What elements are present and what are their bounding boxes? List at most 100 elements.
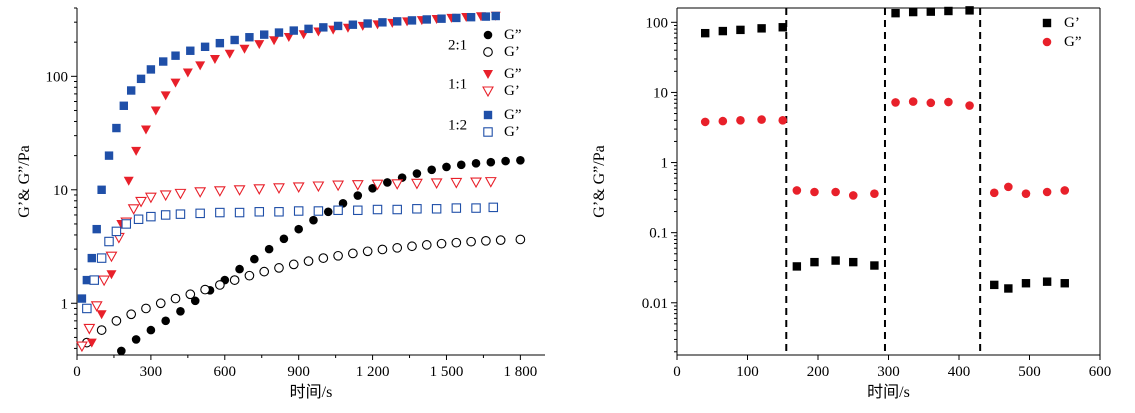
data-point bbox=[348, 20, 358, 29]
x-tick-label: 600 bbox=[1089, 364, 1112, 380]
data-point bbox=[1042, 277, 1052, 286]
data-point bbox=[97, 185, 106, 194]
x-axis-label: 时间/s bbox=[867, 383, 910, 401]
data-point bbox=[309, 215, 318, 225]
data-point bbox=[160, 91, 171, 101]
data-point bbox=[215, 38, 225, 48]
data-point bbox=[332, 180, 345, 192]
data-point bbox=[908, 7, 918, 17]
legend-marker bbox=[482, 86, 494, 98]
legend-series-label: G’ bbox=[504, 124, 520, 140]
data-point bbox=[486, 157, 496, 167]
data-point bbox=[778, 116, 788, 125]
data-point bbox=[437, 14, 446, 23]
data-point bbox=[294, 224, 303, 234]
data-point bbox=[736, 25, 745, 35]
data-point bbox=[1021, 189, 1031, 198]
data-point bbox=[736, 116, 745, 125]
data-point bbox=[718, 26, 728, 36]
data-point bbox=[371, 179, 384, 191]
data-point bbox=[372, 204, 383, 215]
data-point bbox=[870, 261, 879, 270]
data-point bbox=[260, 30, 269, 39]
data-point bbox=[274, 263, 284, 273]
data-point bbox=[757, 24, 766, 33]
data-point bbox=[466, 236, 476, 247]
data-point bbox=[362, 246, 373, 257]
data-point bbox=[159, 57, 168, 66]
data-point bbox=[778, 23, 787, 32]
y-tick-label: 1 bbox=[61, 296, 69, 312]
data-point bbox=[323, 207, 333, 217]
data-point bbox=[150, 106, 161, 116]
data-point bbox=[121, 219, 132, 229]
legend-marker bbox=[483, 70, 493, 79]
data-point bbox=[944, 6, 953, 16]
data-point bbox=[989, 188, 999, 198]
data-point bbox=[112, 123, 121, 133]
data-point bbox=[289, 26, 298, 35]
data-point bbox=[254, 40, 265, 50]
data-point bbox=[891, 8, 900, 18]
data-point bbox=[870, 189, 879, 198]
data-point bbox=[200, 42, 210, 52]
legend-marker bbox=[483, 127, 493, 137]
data-point bbox=[378, 18, 387, 27]
data-point bbox=[279, 234, 289, 244]
data-point bbox=[412, 169, 422, 178]
data-point bbox=[292, 182, 305, 194]
data-point bbox=[274, 28, 284, 37]
data-point bbox=[213, 186, 226, 197]
data-point bbox=[235, 264, 244, 274]
data-point bbox=[274, 207, 284, 217]
data-point bbox=[452, 13, 461, 23]
data-point bbox=[990, 280, 999, 290]
legend-marker bbox=[1042, 18, 1052, 28]
data-point bbox=[1004, 182, 1013, 192]
data-point bbox=[200, 284, 210, 295]
data-point bbox=[810, 187, 819, 197]
data-point bbox=[303, 256, 314, 267]
series-3 bbox=[75, 177, 497, 353]
series-1 bbox=[82, 234, 526, 348]
data-point bbox=[176, 306, 185, 316]
legend-series-label: G” bbox=[504, 107, 522, 123]
data-point bbox=[393, 17, 402, 26]
data-point bbox=[1004, 284, 1013, 293]
data-point bbox=[175, 209, 186, 219]
data-point bbox=[104, 236, 114, 247]
data-point bbox=[353, 205, 363, 216]
data-point bbox=[182, 68, 193, 78]
legend-marker bbox=[483, 110, 493, 120]
data-point bbox=[136, 74, 146, 84]
data-point bbox=[98, 275, 111, 287]
legend-marker bbox=[483, 47, 493, 57]
data-point bbox=[926, 7, 935, 16]
data-point bbox=[481, 235, 491, 246]
data-point bbox=[146, 211, 156, 222]
data-point bbox=[215, 207, 225, 218]
data-point bbox=[293, 206, 304, 216]
data-point bbox=[144, 192, 157, 204]
data-point bbox=[215, 280, 225, 290]
data-point bbox=[831, 187, 840, 197]
data-point bbox=[269, 36, 280, 46]
data-point bbox=[126, 86, 136, 95]
data-point bbox=[250, 254, 259, 264]
data-point bbox=[160, 210, 171, 220]
data-point bbox=[427, 165, 436, 175]
data-point bbox=[190, 296, 200, 306]
data-point bbox=[111, 315, 122, 326]
data-point bbox=[451, 237, 462, 248]
right-panel-chart: 0 100 200 300 400 500 600 0.01 0.1 1 10 100 时间/s G’& … bbox=[591, 6, 1111, 401]
data-point bbox=[466, 12, 476, 22]
x-tick-label: 100 bbox=[736, 364, 759, 380]
data-point bbox=[133, 214, 144, 225]
y-tick-label: 1 bbox=[661, 156, 669, 172]
data-point bbox=[700, 117, 710, 127]
legend: G”G’G”G’G”G’2:11:11:2 bbox=[448, 27, 522, 140]
data-point bbox=[171, 51, 180, 60]
series-4 bbox=[77, 11, 500, 303]
data-point bbox=[351, 180, 364, 191]
